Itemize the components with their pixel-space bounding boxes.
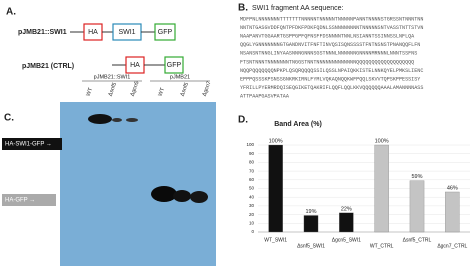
band [126,118,138,122]
value-label: 22% [341,206,352,212]
gfp-box [164,56,184,74]
band [173,190,191,202]
lane-label: WT [158,86,167,97]
part-label: SWI1 [118,29,135,36]
value-label: 19% [305,209,316,215]
y-tick-label: 70 [249,168,255,173]
sequence-title: SWI1 fragment AA sequence: [252,5,343,12]
gfp-box [154,23,176,41]
bar [339,212,354,233]
bar [445,191,460,233]
marker-box [2,138,62,150]
marker-label: HA-GFP → [5,198,35,204]
part-label: GFP [167,62,182,69]
band [190,191,208,203]
construct-name: pJMB21::SWI1 [18,29,67,36]
panel-label: A. [6,7,16,18]
bar-chart: 0 10 20 30 40 50 60 70 80 90 100 WT_SWI1 100% Δsnf5_S… [246,138,470,249]
y-tick-label: 20 [249,212,255,217]
value-label: 100% [269,138,283,144]
value-label: 100% [375,138,389,144]
sequence: MDFPNLNNNNNNNTTTTTTTNNNNNTNNNNNTNNNNNPAN… [240,16,423,99]
lane-label: Δgcn7 [202,80,213,97]
y-tick-label: 90 [249,151,255,156]
y-tick-label: 100 [246,142,254,147]
construct-name: pJMB21 (CTRL) [22,63,74,70]
band [151,186,177,202]
panel-label: C. [4,113,14,124]
y-tick-label: 50 [249,186,255,191]
x-tick-label: WT_SWI1 [264,237,287,243]
group-label: pJMB21 [170,74,190,80]
group-label: pJMB21::SWI1 [94,74,131,80]
y-tick-label: 60 [249,177,255,182]
sequence-line: NSANSNTNNGLINYAASNNNGNNNSGSTNNNLNNNNNNGN… [240,51,417,57]
y-tick-label: 80 [249,160,255,165]
blot [60,102,216,266]
panel-label: D. [238,115,248,126]
lane-label: Δsnf5 [180,82,190,97]
y-tick-label: 0 [251,229,254,234]
x-tick-label: Δsnf5_SWI1 [297,243,325,249]
lane-label: WT [86,86,95,97]
panel-label: B. [238,3,248,14]
sequence-line: NAAPANVTGGAARTGSPPGPFQFNSFFDSNNNNTNNLNSI… [240,34,415,40]
sequence-line: QQGLYGNNNNNNNGTGANDNVITFNFTINVQSISQNSSSS… [240,42,420,48]
bar [303,215,319,233]
value-label: 59% [411,174,422,180]
x-tick-label: Δgcn7_CTRL [437,243,467,249]
x-tick-label: Δsnf5_CTRL [403,237,432,243]
marker-box [2,194,56,206]
sequence-line: NNTNTGASGVDDFQNTPFDKFPDKFQDNLSSNNNNNNNNT… [240,25,423,31]
chart-title: Band Area (%) [274,121,322,128]
sequence-line: ATTPAAPGASVPATAA [240,94,290,100]
band [112,118,122,122]
sequence-line: YFRILLPYERMRDQISEQGIKETQAKRIFLQQFLQQLKKV… [240,85,423,91]
sequence-line: FTSNTNNNTNNNNNNNTNGGSTNNTNNNNNNNNNNNNNQQ… [240,59,414,65]
sequence-line: EPPPQSSSKPSNSSGNKRKIRNLFYMLVQKAQNQQKWFPQ… [240,77,420,83]
y-tick-label: 40 [249,194,255,199]
part-label: GFP [158,29,173,36]
part-label: HA [130,62,140,69]
value-label: 46% [447,185,458,191]
x-tick-label: Δgcn5_SWI1 [332,237,361,243]
bar [374,144,389,233]
marker-label: HA-SWI1-GFP → [5,142,52,148]
sequence-line: MDFPNLNNNNNNNTTTTTTTNNNNNTNNNNNTNNNNNPAN… [240,16,423,22]
part-label: HA [88,29,98,36]
lane-label: Δgcn5 [130,80,141,97]
bar [268,144,283,233]
y-tick-label: 10 [249,220,255,225]
x-tick-label: WT_CTRL [370,243,394,249]
band [88,114,112,124]
bar [409,180,425,233]
y-tick-label: 30 [249,203,255,208]
lane-label: Δsnf5 [108,82,118,97]
sequence-line: NQQPQQQQQQQNPKPLQSQRQQQQSSILQSSLNPAIQKKI… [240,68,423,74]
